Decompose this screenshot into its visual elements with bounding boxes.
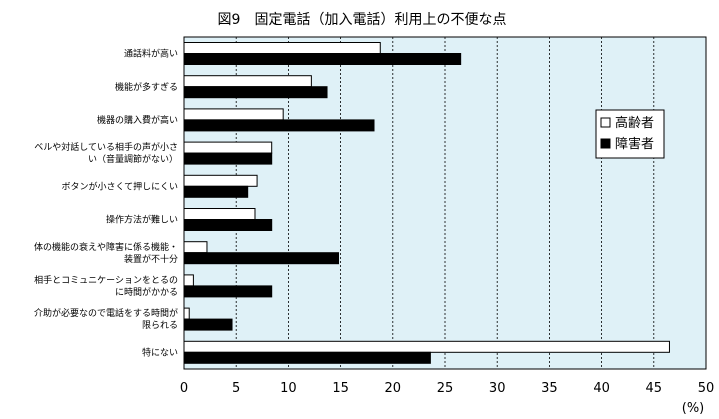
category-label: 機能が多すぎる xyxy=(115,81,178,93)
bar-disabled xyxy=(183,351,431,364)
category-label: 操作方法が難しい xyxy=(106,214,178,226)
x-tick-label: 5 xyxy=(232,381,240,396)
x-tick-label: 25 xyxy=(437,381,454,396)
x-tick-label: 10 xyxy=(280,381,297,396)
x-tick-label: 15 xyxy=(332,381,349,396)
legend-label: 障害者 xyxy=(615,136,654,152)
bar-disabled xyxy=(183,219,273,231)
bar-disabled xyxy=(183,152,273,165)
category-label: に時間がかかる xyxy=(115,286,178,298)
bar-disabled xyxy=(183,318,233,331)
bar-elderly xyxy=(183,340,670,353)
chart-title: 図9 固定電話（加入電話）利用上の不便な点 xyxy=(218,11,507,28)
legend-label: 高齢者 xyxy=(615,115,654,131)
category-label: 相手とコミュニケーションをとるの xyxy=(34,274,178,286)
bar-elderly xyxy=(183,208,256,220)
category-label: 装置が不十分 xyxy=(124,253,178,265)
plot-frame xyxy=(183,36,707,370)
x-axis-label: (%) xyxy=(682,401,705,416)
x-tick-label: 35 xyxy=(541,381,558,396)
bar-disabled xyxy=(183,185,249,198)
legend-box xyxy=(595,109,665,159)
category-label: 機器の購入費が高い xyxy=(97,114,178,126)
x-tick-label: 45 xyxy=(646,381,663,396)
category-label: 介助が必要なので電話をする時間が xyxy=(34,307,178,319)
category-label: ボタンが小さくて押しにくい xyxy=(61,180,178,192)
category-label: ベルや対話している相手の声が小さ xyxy=(34,141,178,153)
bar-elderly xyxy=(183,141,273,154)
legend-swatch xyxy=(600,117,611,128)
bar-elderly xyxy=(183,174,258,187)
bar-elderly xyxy=(183,108,284,121)
plot-area: 通話料が高い機能が多すぎる機器の購入費が高いベルや対話している相手の声が小さい（… xyxy=(34,36,715,416)
x-tick-label: 30 xyxy=(489,381,506,396)
bar-elderly xyxy=(183,241,208,254)
bar-disabled xyxy=(183,285,273,298)
x-tick-label: 20 xyxy=(385,381,402,396)
bar-elderly xyxy=(183,274,194,287)
x-tick-label: 0 xyxy=(180,381,188,396)
bar-elderly xyxy=(183,75,312,88)
bar-elderly xyxy=(183,307,190,320)
category-label: 限られる xyxy=(142,320,178,331)
bar-disabled xyxy=(183,252,340,265)
bar-elderly xyxy=(183,42,381,54)
category-label: 体の機能の衰えや障害に係る機能・ xyxy=(34,241,178,253)
legend-swatch xyxy=(600,138,611,149)
x-tick-label: 40 xyxy=(593,381,610,396)
bar-disabled xyxy=(183,119,375,132)
category-label: い（音量調節がない） xyxy=(88,153,178,165)
x-tick-label: 50 xyxy=(698,381,715,396)
bar-disabled xyxy=(183,86,328,99)
category-label: 特にない xyxy=(142,346,178,358)
category-label: 通話料が高い xyxy=(124,48,178,60)
bar-disabled xyxy=(183,53,462,65)
